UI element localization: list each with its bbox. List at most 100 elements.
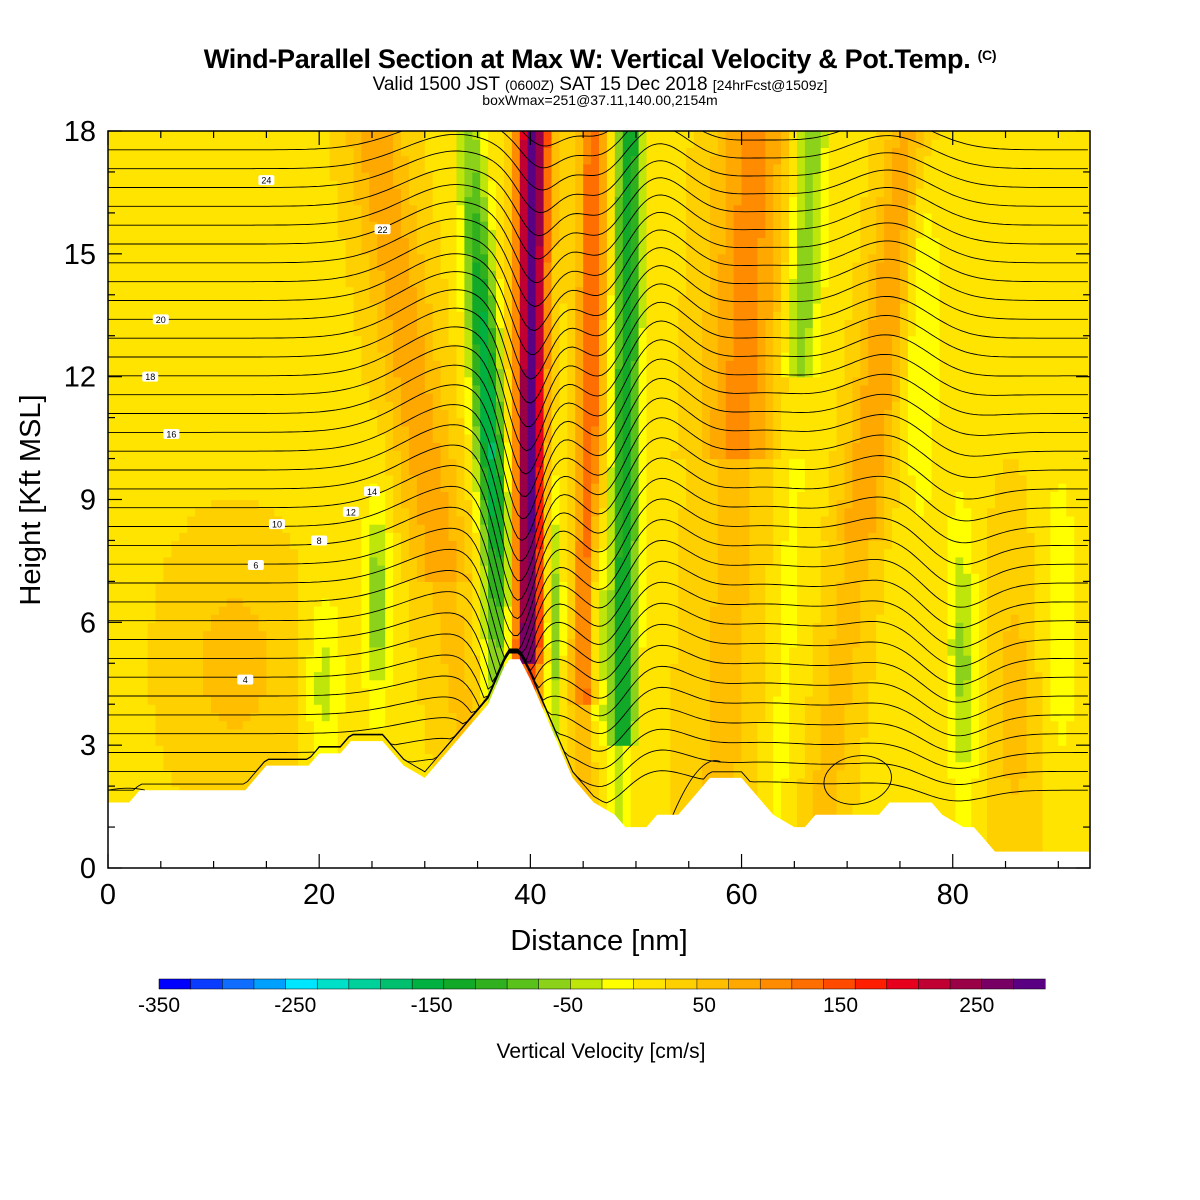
field-cell [496, 155, 505, 165]
field-cell [472, 221, 481, 230]
field-cell [306, 245, 315, 255]
field-cell [424, 245, 434, 255]
field-cell [369, 687, 378, 697]
field-cell [155, 352, 164, 361]
field-cell [511, 556, 521, 566]
field-cell [456, 139, 465, 148]
field-cell [527, 180, 537, 189]
field-cell [464, 515, 473, 525]
field-cell [226, 606, 236, 615]
field-cell [401, 737, 410, 746]
field-cell [353, 376, 362, 386]
field-cell [353, 384, 362, 394]
field-cell [432, 286, 442, 296]
field-cell [432, 327, 442, 337]
field-cell [195, 565, 204, 574]
field-cell [250, 696, 259, 705]
field-cell [218, 253, 228, 263]
field-cell [306, 646, 315, 656]
field-cell [179, 565, 188, 574]
field-cell [171, 704, 180, 713]
field-cell [488, 606, 497, 615]
field-cell [195, 474, 204, 484]
field-cell [203, 384, 212, 394]
field-cell [274, 663, 283, 673]
field-cell [424, 532, 434, 542]
field-cell [329, 311, 339, 320]
field-cell [353, 540, 362, 550]
field-cell [408, 524, 418, 533]
field-cell [329, 327, 339, 337]
field-cell [313, 696, 323, 705]
field-cell [472, 335, 481, 345]
field-cell [408, 221, 418, 230]
field-cell [464, 237, 473, 247]
field-cell [393, 638, 402, 648]
field-cell [527, 376, 537, 386]
field-cell [195, 229, 204, 239]
field-cell [385, 180, 394, 189]
field-cell [147, 573, 157, 582]
field-cell [321, 212, 331, 222]
field-cell [187, 540, 196, 550]
field-cell [108, 450, 117, 460]
field-cell [480, 565, 489, 574]
field-cell [424, 761, 434, 771]
field-cell [361, 614, 370, 623]
field-cell [401, 728, 410, 738]
field-cell [401, 532, 410, 542]
field-cell [535, 393, 545, 402]
field-cell [282, 434, 291, 443]
field-cell [321, 581, 331, 591]
field-cell [108, 466, 117, 476]
field-cell [369, 155, 378, 165]
field-cell [115, 311, 125, 320]
field-cell [123, 466, 133, 476]
field-cell [187, 589, 196, 599]
field-cell [408, 712, 418, 722]
field-cell [187, 212, 196, 222]
field-cell [108, 753, 117, 763]
field-cell [329, 458, 339, 468]
field-cell [401, 712, 410, 722]
field-cell [377, 491, 386, 501]
field-cell [535, 450, 545, 460]
field-cell [488, 245, 497, 255]
field-cell [218, 417, 228, 427]
field-cell [440, 556, 450, 566]
field-cell [440, 393, 450, 402]
field-cell [519, 614, 529, 623]
field-cell [290, 663, 299, 673]
field-cell [345, 614, 355, 623]
field-cell [274, 139, 283, 148]
field-cell [511, 376, 521, 386]
field-cell [250, 679, 259, 689]
field-cell [203, 474, 212, 484]
field-cell [266, 278, 275, 288]
field-cell [393, 311, 402, 320]
field-cell [274, 229, 283, 239]
field-cell [432, 491, 442, 501]
field-cell [131, 212, 141, 222]
field-cell [115, 262, 125, 271]
field-cell [195, 720, 204, 730]
field-cell [218, 507, 228, 517]
field-cell [242, 761, 252, 771]
field-cell [337, 540, 347, 550]
field-cell [456, 434, 465, 443]
field-cell [131, 335, 141, 345]
field-cell [416, 474, 426, 484]
field-cell [187, 712, 196, 722]
field-cell [401, 229, 410, 239]
field-cell [155, 753, 164, 763]
field-cell [195, 589, 204, 599]
field-cell [139, 474, 149, 484]
field-cell [298, 253, 307, 263]
field-cell [131, 524, 141, 533]
field-cell [440, 606, 450, 615]
field-cell [179, 229, 188, 239]
field-cell [393, 581, 402, 591]
field-cell [527, 409, 537, 419]
field-cell [108, 245, 117, 255]
field-cell [345, 704, 355, 713]
